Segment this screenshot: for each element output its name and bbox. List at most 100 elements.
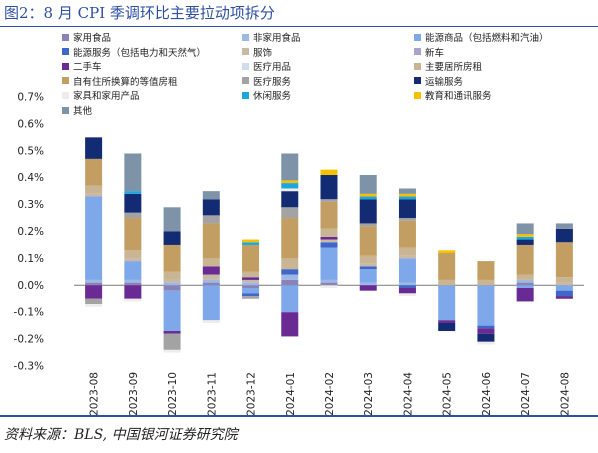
bar-segment [359, 223, 377, 227]
bar-segment [163, 207, 181, 232]
bar-segment [202, 266, 220, 275]
bar-segment [242, 277, 260, 280]
legend-item: 休闲服务 [242, 88, 291, 102]
legend-swatch [242, 33, 249, 41]
bar-segment [438, 320, 456, 323]
legend-item: 医疗服务 [242, 74, 291, 88]
legend-swatch [414, 48, 421, 56]
bar-segment [516, 274, 534, 280]
bar-segment [477, 279, 495, 286]
bar-segment [398, 196, 416, 200]
legend-label: 家用食品 [73, 33, 112, 44]
bar-segment [124, 279, 142, 283]
legend-item: 能源商品（包括燃料和汽油） [414, 30, 549, 44]
legend-label: 医疗用品 [253, 62, 292, 74]
bar-segment [359, 266, 377, 270]
y-tick-label: 0.5% [17, 145, 44, 157]
legend-item: 二手车 [62, 59, 102, 73]
bar-segment [242, 279, 260, 283]
x-tick-label: 2024-01 [285, 372, 297, 416]
legend-item: 自有住所换算的等值房租 [62, 74, 178, 88]
bar-segment [516, 279, 534, 283]
bar-segment [242, 242, 260, 245]
bar-segment [477, 325, 495, 329]
legend-swatch [62, 106, 69, 114]
bar-segment [124, 212, 142, 219]
legend-label: 能源商品（包括燃料和汽油） [425, 33, 549, 44]
bar-segment [555, 290, 573, 297]
bar-segment [320, 199, 338, 202]
x-tick-label: 2023-09 [128, 372, 140, 416]
legend-item: 其他 [62, 103, 92, 117]
x-tick-label: 2023-12 [246, 372, 258, 416]
x-tick-label: 2023-08 [89, 372, 101, 416]
bar-segment [85, 285, 103, 299]
bar-segment [398, 199, 416, 219]
bar-segment [555, 228, 573, 243]
bar-segment [359, 199, 377, 224]
bar-segment [555, 223, 573, 229]
bar-segment [281, 274, 299, 280]
bar-segment [555, 277, 573, 283]
bar-segment [281, 180, 299, 184]
y-tick-label: -0.1% [14, 307, 44, 319]
bar-segment [438, 285, 456, 321]
legend-label: 能源服务（包括电力和天然气） [73, 47, 207, 59]
legend-swatch [414, 62, 421, 70]
bar-segment [359, 282, 377, 286]
bar-segment [477, 328, 495, 334]
bar-segment [202, 282, 220, 286]
bar-segment [202, 199, 220, 216]
bar-segment [398, 258, 416, 283]
bar-segment [202, 258, 220, 267]
legend-label: 新车 [425, 47, 445, 59]
title-divider [0, 26, 598, 27]
bar-segment [202, 320, 220, 323]
bar-segment [359, 193, 377, 197]
bar-segment [202, 191, 220, 200]
bar-segment [85, 196, 103, 280]
x-tick-label: 2024-04 [402, 372, 414, 416]
bar-segment [359, 255, 377, 264]
bar-segment [124, 191, 142, 194]
bar-segment [477, 341, 495, 345]
bar-segment [477, 333, 495, 342]
bar-segment [124, 258, 142, 262]
x-tick-label: 2023-10 [167, 372, 179, 416]
bar-segment [516, 287, 534, 302]
legend-item: 医疗用品 [242, 59, 291, 73]
legend-label: 服饰 [253, 47, 273, 59]
bar-segment [242, 244, 260, 272]
legend-swatch [62, 77, 69, 85]
bar-segment [281, 285, 299, 313]
chart-plot: -0.3% -0.2% -0.1% 0.0% 0.1% 0.2% 0.3% 0.4% 0.5% 0… [14, 92, 584, 416]
y-tick-label: -0.2% [14, 334, 44, 346]
source-note: 资料来源：BLS, 中国银河证券研究院 [4, 427, 238, 443]
bar-segment [124, 250, 142, 259]
bar-segment [85, 279, 103, 283]
bar-segment [477, 261, 495, 280]
y-tick-label: 0.7% [17, 92, 44, 104]
bar-segment [320, 175, 338, 200]
legend-swatch [242, 91, 249, 99]
bar-segment [438, 250, 456, 254]
bar-segment [516, 239, 534, 245]
bar-segment [320, 201, 338, 229]
bar-segment [398, 285, 416, 288]
bar-segment [124, 285, 142, 299]
bar-segment [242, 285, 260, 288]
legend-swatch [414, 33, 421, 41]
bar-segment [85, 185, 103, 194]
bar-segment [281, 218, 299, 259]
legend-label: 家具和家用产品 [73, 91, 140, 103]
legend-label: 医疗服务 [253, 76, 292, 88]
x-tick-label: 2024-05 [442, 372, 454, 416]
bar-segment [163, 282, 181, 286]
bar-segment [202, 279, 220, 283]
legend-swatch [414, 91, 421, 99]
bar-segment [242, 296, 260, 299]
bar-segment [359, 263, 377, 267]
legend-swatch [62, 91, 69, 99]
y-tick-label: 0.2% [17, 226, 44, 238]
bar-segment [202, 285, 220, 321]
